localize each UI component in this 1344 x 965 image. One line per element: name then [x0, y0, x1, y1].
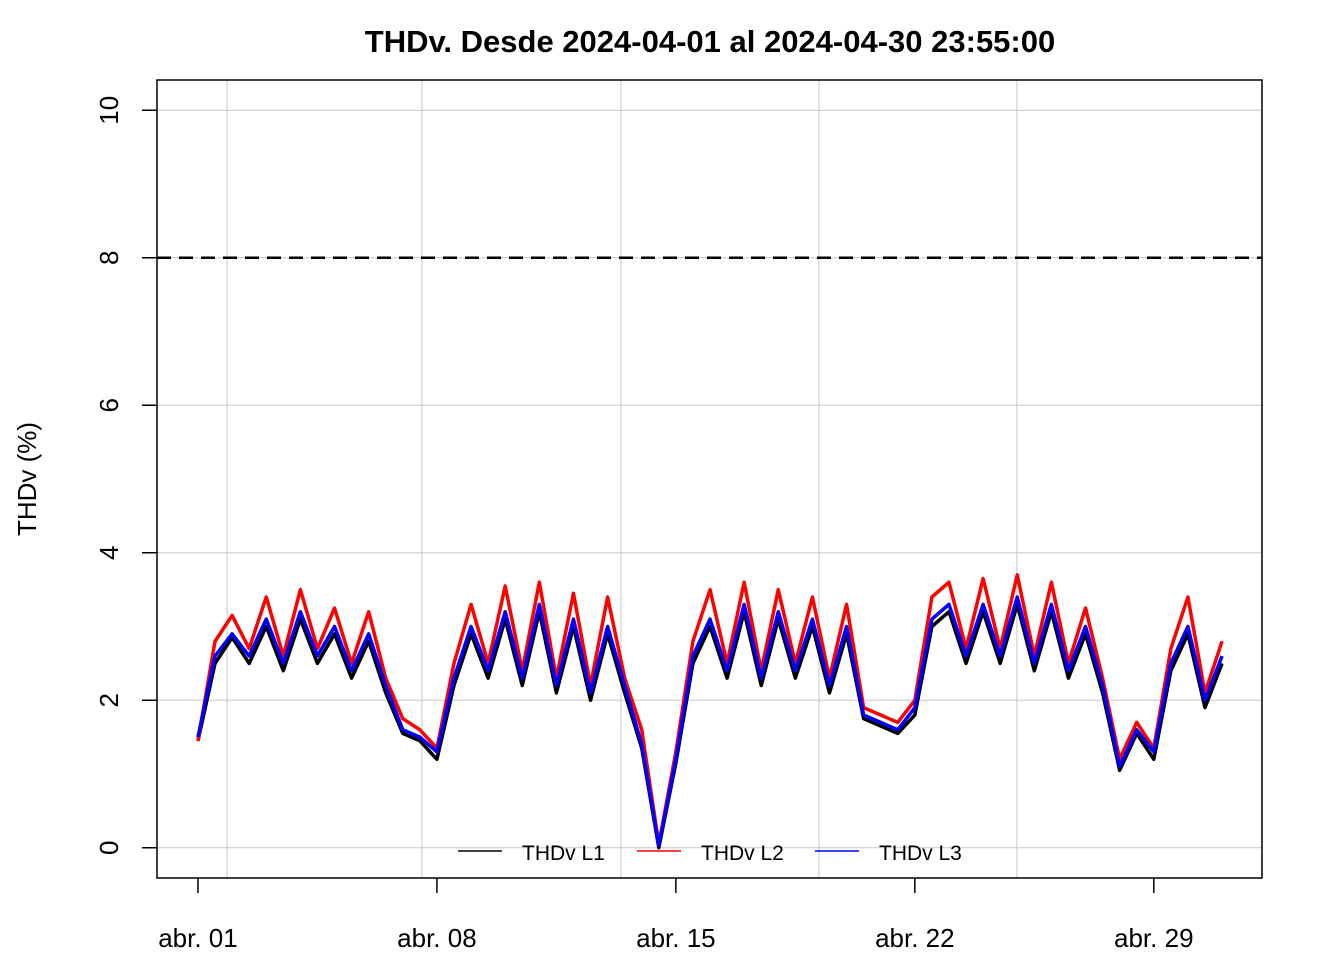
- y-tick-label: 8: [94, 251, 124, 265]
- chart-title: THDv. Desde 2024-04-01 al 2024-04-30 23:…: [365, 24, 1055, 59]
- legend-label: THDv L2: [701, 842, 784, 865]
- series-line: [196, 573, 1224, 846]
- x-tick-label: abr. 22: [875, 923, 955, 953]
- y-tick-label: 2: [94, 693, 124, 707]
- y-tick-label: 0: [94, 841, 124, 855]
- y-axis-label: THDv (%): [12, 422, 42, 536]
- legend-label: THDv L3: [879, 842, 962, 865]
- series-line: [196, 602, 1224, 850]
- x-tick-label: abr. 01: [158, 923, 238, 953]
- x-tick-label: abr. 29: [1114, 923, 1194, 953]
- plot-frame: [156, 79, 1263, 879]
- y-tick-label: 4: [94, 546, 124, 560]
- y-tick-label: 6: [94, 398, 124, 412]
- y-tick-label: 10: [94, 96, 124, 125]
- series-line: [196, 595, 1224, 848]
- legend-label: THDv L1: [522, 842, 605, 865]
- x-tick-label: abr. 08: [397, 923, 477, 953]
- x-tick-label: abr. 15: [636, 923, 716, 953]
